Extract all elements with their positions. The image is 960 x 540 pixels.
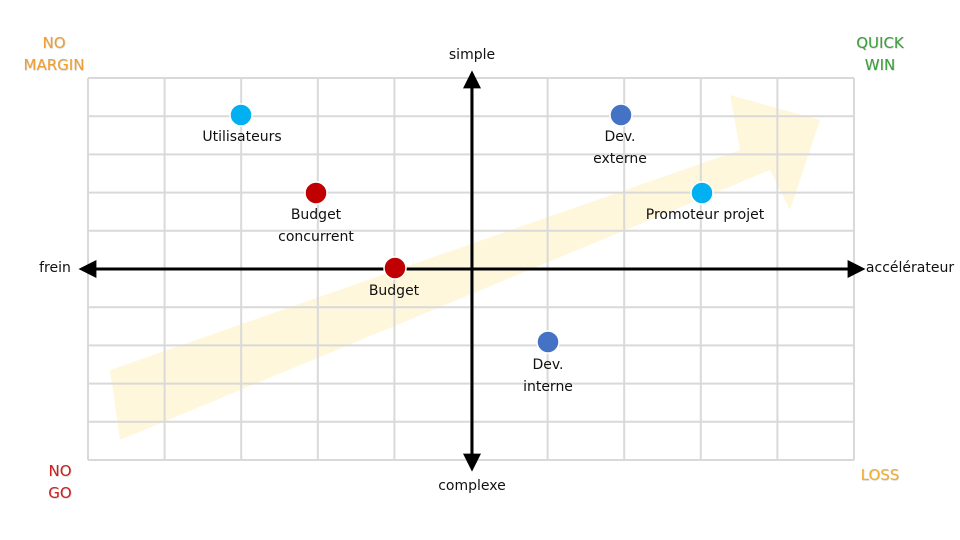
axis-label-right: accélérateur bbox=[865, 260, 955, 276]
axis-label-top: simple bbox=[448, 47, 496, 63]
corner-quick-win: QUICK WIN bbox=[856, 34, 904, 74]
axis-label-left: frein bbox=[39, 260, 71, 276]
point-marker bbox=[536, 330, 560, 354]
point-label: Budget bbox=[368, 283, 420, 299]
point-label: Dev. externe bbox=[593, 129, 647, 167]
point-marker bbox=[609, 103, 633, 127]
point-label: Promoteur projet bbox=[645, 207, 765, 223]
axis-label-bottom: complexe bbox=[438, 478, 506, 494]
point-marker bbox=[690, 181, 714, 205]
point-marker bbox=[229, 103, 253, 127]
point-marker bbox=[383, 256, 407, 280]
point-marker bbox=[304, 181, 328, 205]
corner-loss: LOSS bbox=[860, 466, 900, 484]
corner-no-go: NO GO bbox=[48, 462, 72, 502]
point-label: Utilisateurs bbox=[202, 129, 282, 145]
corner-no-margin: NO MARGIN bbox=[23, 34, 85, 74]
point-label: Dev. interne bbox=[523, 357, 573, 395]
point-label: Budget concurrent bbox=[278, 207, 354, 245]
